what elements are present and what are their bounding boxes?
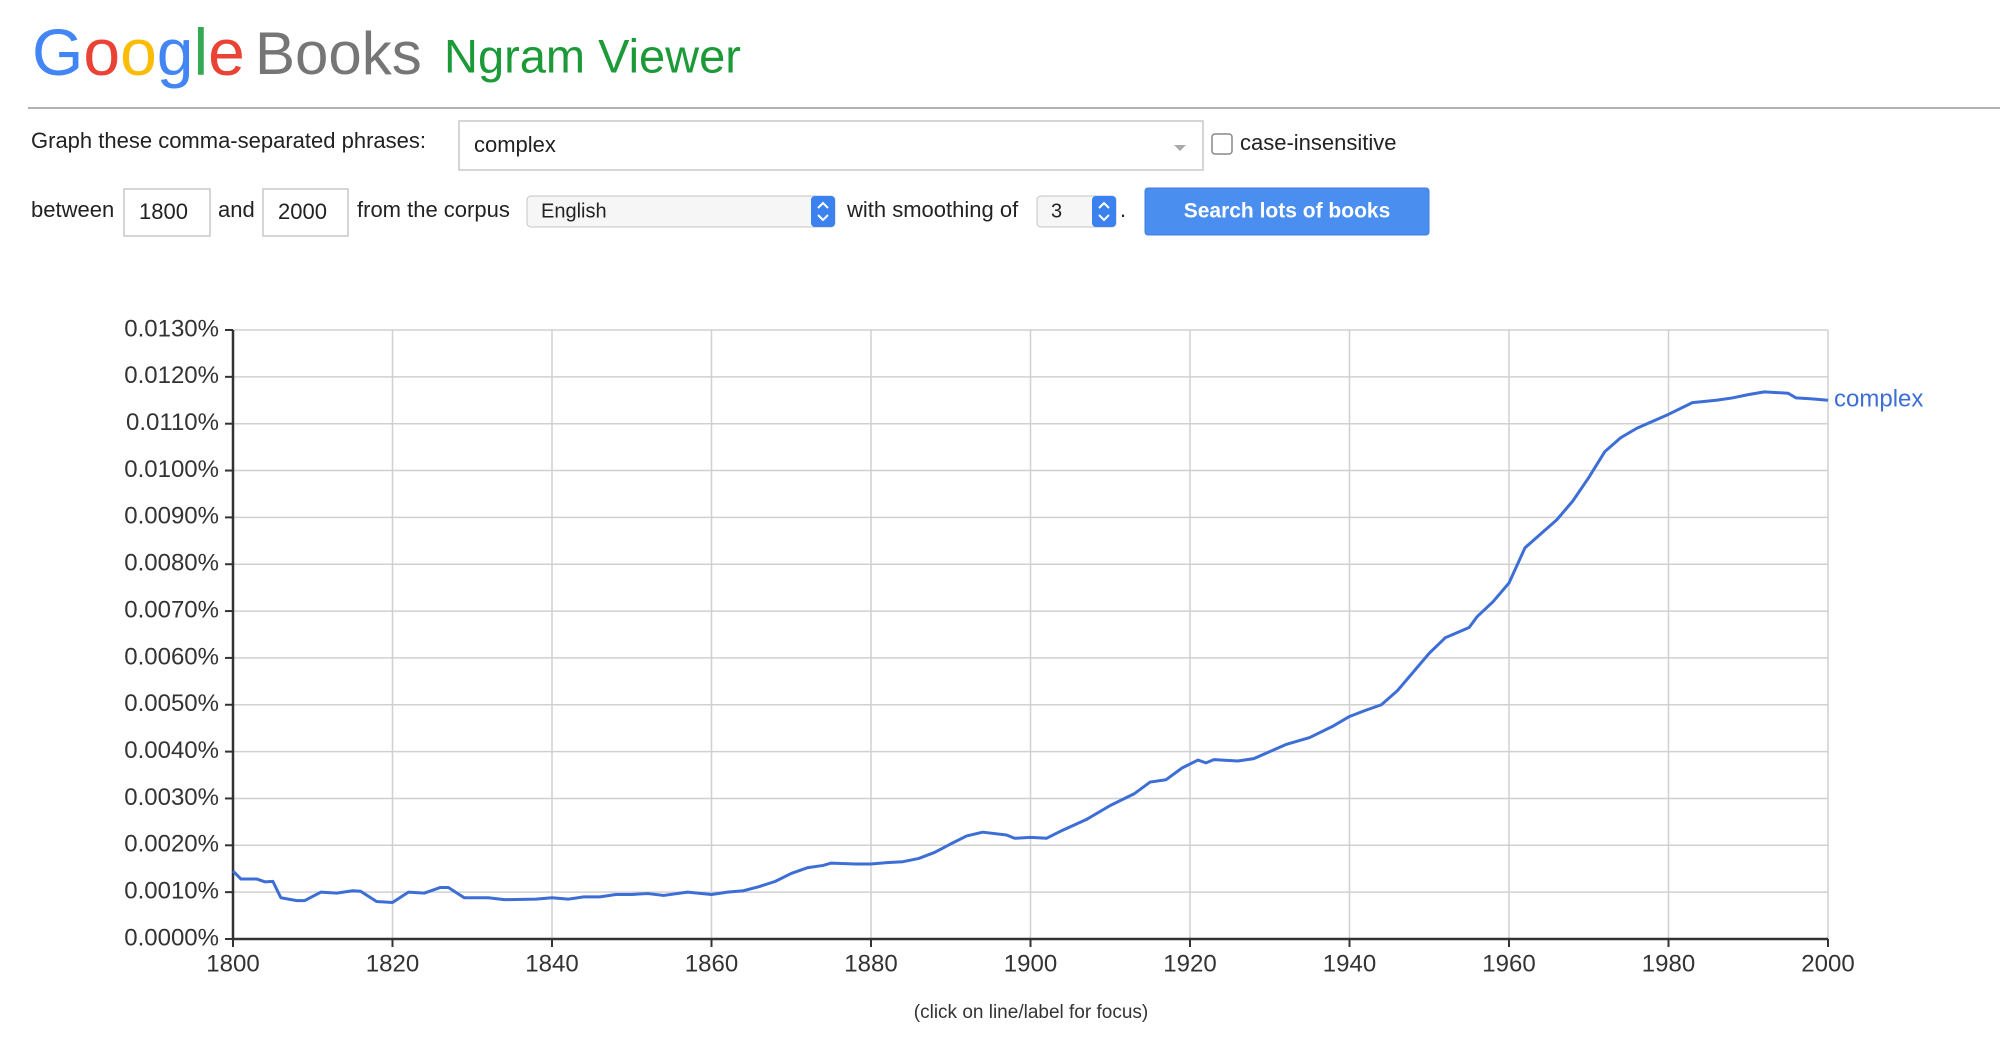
x-tick-label: 1880 xyxy=(844,950,897,977)
case-checkbox[interactable] xyxy=(1211,133,1233,155)
y-tick-label: 0.0010% xyxy=(124,877,219,904)
app-title: Ngram Viewer xyxy=(444,29,741,82)
x-tick-label: 1980 xyxy=(1642,950,1695,977)
x-tick-label: 1820 xyxy=(366,950,419,977)
y-tick-label: 0.0060% xyxy=(124,643,219,670)
corpus-label: from the corpus xyxy=(357,197,510,222)
y-tick-label: 0.0120% xyxy=(124,362,219,389)
y-tick-label: 0.0050% xyxy=(124,690,219,717)
y-tick-label: 0.0020% xyxy=(124,831,219,858)
corpus-value: English xyxy=(541,200,607,222)
y-tick-label: 0.0100% xyxy=(124,456,219,483)
start-year-input[interactable] xyxy=(123,188,211,237)
x-tick-label: 1860 xyxy=(685,950,738,977)
y-tick-label: 0.0040% xyxy=(124,737,219,764)
y-tick-label: 0.0030% xyxy=(124,784,219,811)
x-tick-label: 1960 xyxy=(1482,950,1535,977)
case-label: case-insensitive xyxy=(1240,130,1397,155)
product: Books xyxy=(255,20,422,87)
phrases-label: Graph these comma-separated phrases: xyxy=(31,128,426,153)
corpus-toggle xyxy=(811,196,835,227)
x-tick-label: 1840 xyxy=(525,950,578,977)
y-tick-label: 0.0000% xyxy=(124,924,219,951)
y-tick-label: 0.0130% xyxy=(124,315,219,342)
y-tick-label: 0.0090% xyxy=(124,503,219,530)
and-label: and xyxy=(218,197,255,222)
series-label[interactable]: complex xyxy=(1834,386,1923,413)
x-tick-label: 1940 xyxy=(1323,950,1376,977)
y-tick-label: 0.0080% xyxy=(124,550,219,577)
x-tick-label: 1920 xyxy=(1163,950,1216,977)
x-tick-label: 1800 xyxy=(206,950,259,977)
x-tick-label: 1900 xyxy=(1004,950,1057,977)
y-tick-label: 0.0110% xyxy=(126,409,219,436)
x-tick-label: 2000 xyxy=(1801,950,1854,977)
smoothing-label: with smoothing of xyxy=(846,197,1019,222)
search-button[interactable] xyxy=(1144,187,1430,236)
phrases-value: complex xyxy=(474,132,556,157)
period: . xyxy=(1120,197,1126,222)
dropdown-arrow xyxy=(1174,145,1186,151)
phrases-input[interactable] xyxy=(458,120,1204,171)
start-year: 1800 xyxy=(139,199,188,224)
series-line xyxy=(231,390,1829,904)
end-year-input[interactable] xyxy=(262,188,349,237)
smoothing-toggle xyxy=(1092,196,1116,227)
y-tick-label: 0.0070% xyxy=(124,596,219,623)
smoothing-value: 3 xyxy=(1051,200,1062,222)
toggle-icon xyxy=(1098,201,1110,222)
chart-note: (click on line/label for focus) xyxy=(914,1002,1148,1023)
logo: Google xyxy=(32,15,245,89)
search-button-label[interactable]: Search lots of books xyxy=(1184,200,1391,223)
between-label: between xyxy=(31,197,114,222)
end-year: 2000 xyxy=(278,199,327,224)
toggle-icon xyxy=(817,201,829,222)
